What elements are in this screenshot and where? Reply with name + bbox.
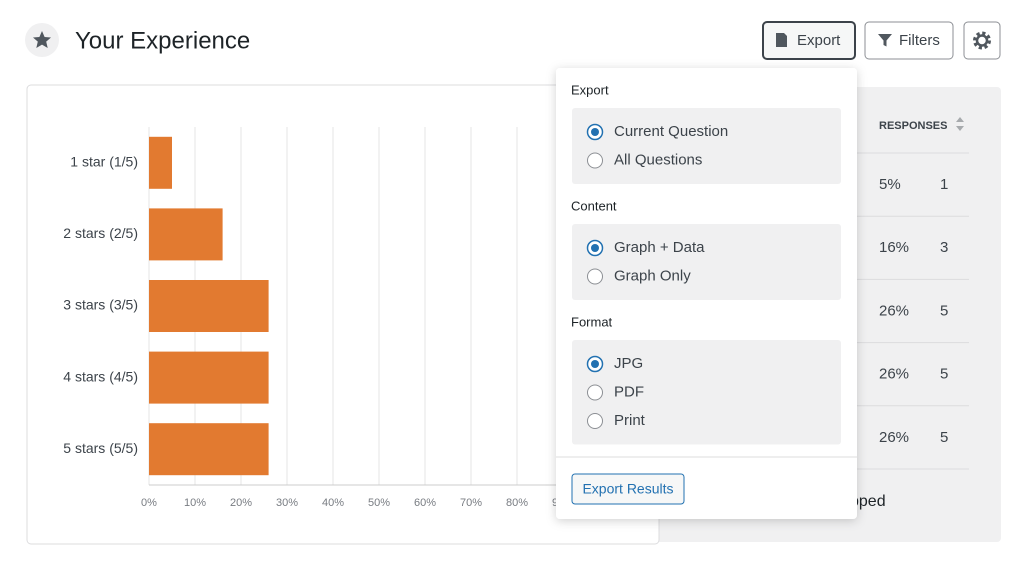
table-footer: pped	[850, 493, 886, 510]
bar	[149, 351, 269, 404]
cell-percent: 26%	[879, 429, 909, 446]
star-icon	[33, 31, 51, 48]
bar	[149, 208, 223, 261]
radio-dot	[591, 244, 599, 252]
cell-count: 3	[940, 239, 948, 256]
y-tick-label: 4 stars (4/5)	[63, 368, 138, 384]
x-tick-label: 40%	[322, 497, 344, 509]
option-label: JPG	[614, 355, 643, 372]
section-title: Content	[571, 198, 617, 213]
sort-icon	[956, 117, 964, 131]
cell-percent: 26%	[879, 302, 909, 319]
x-tick-label: 30%	[276, 497, 298, 509]
y-tick-label: 1 star (1/5)	[70, 154, 138, 170]
bar	[149, 423, 269, 476]
cell-percent: 5%	[879, 176, 901, 193]
option-label: All Questions	[614, 151, 702, 168]
export-results-label: Export Results	[582, 481, 673, 497]
x-tick-label: 0%	[141, 497, 157, 509]
radio[interactable]	[587, 384, 603, 401]
cell-count: 5	[940, 429, 948, 446]
page-title: Your Experience	[75, 27, 250, 54]
cell-count: 5	[940, 302, 948, 319]
chart: 0%10%20%30%40%50%60%70%80%90%100%1 star …	[63, 127, 623, 509]
cell-percent: 16%	[879, 239, 909, 256]
x-tick-label: 50%	[368, 497, 390, 509]
cell-count: 1	[940, 176, 948, 193]
option-box	[572, 340, 841, 445]
option-label: Print	[614, 412, 646, 429]
radio[interactable]	[587, 413, 603, 429]
filters-button-label: Filters	[899, 32, 940, 49]
x-tick-label: 20%	[230, 497, 252, 509]
gear-icon-inner	[975, 34, 989, 47]
y-tick-label: 5 stars (5/5)	[63, 440, 138, 456]
radio-dot	[591, 360, 599, 368]
filter-icon	[878, 34, 892, 47]
section-title: Export	[571, 82, 609, 97]
settings-button[interactable]	[963, 21, 1001, 60]
export-button[interactable]	[762, 21, 856, 60]
y-tick-label: 2 stars (2/5)	[63, 225, 138, 241]
section-title: Format	[571, 314, 613, 329]
filters-button[interactable]	[864, 21, 954, 60]
bar	[149, 280, 269, 332]
export-icon	[776, 33, 787, 47]
y-tick-label: 3 stars (3/5)	[63, 297, 138, 313]
option-box	[572, 224, 841, 300]
table: 5% 1 16% 3 26% 5 26% 5 26% 5	[857, 152, 969, 470]
x-tick-label: 60%	[414, 497, 436, 509]
table-header: RESPONSES	[879, 120, 947, 132]
x-tick-label: 80%	[506, 497, 528, 509]
x-tick-label: 10%	[184, 497, 206, 509]
option-box	[572, 108, 841, 184]
option-label: PDF	[614, 383, 644, 400]
export-results-button[interactable]	[571, 473, 685, 505]
export-button-label: Export	[797, 32, 841, 49]
cell-count: 5	[940, 366, 948, 383]
option-label: Graph + Data	[614, 239, 705, 256]
cell-percent: 26%	[879, 366, 909, 383]
gear-icon	[973, 31, 991, 50]
x-tick-label: 70%	[460, 497, 482, 509]
export-menu: Export Current Question All Questions Conte…	[556, 68, 857, 519]
radio[interactable]	[587, 268, 603, 285]
option-label: Graph Only	[614, 267, 691, 284]
bar	[149, 136, 172, 189]
radio[interactable]	[587, 152, 603, 169]
radio-dot	[591, 128, 599, 136]
option-label: Current Question	[614, 123, 728, 140]
